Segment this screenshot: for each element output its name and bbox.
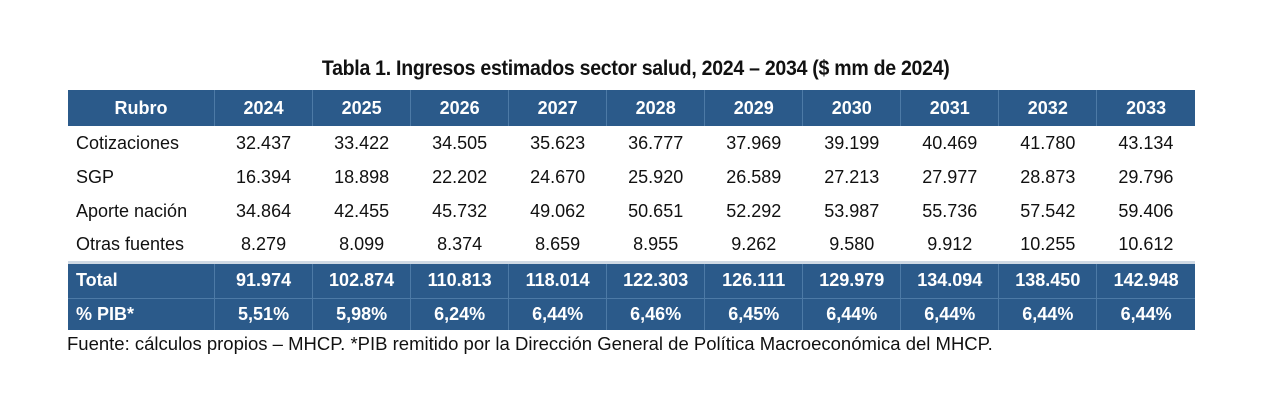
table-cell: 40.469 <box>922 132 978 153</box>
table-cell: 8.279 <box>241 233 287 254</box>
table-cell: 26.589 <box>726 166 782 187</box>
table-cell: 6,44% <box>802 297 901 330</box>
table-cell: 142.948 <box>1096 260 1195 298</box>
table-cell: 122.303 <box>606 260 705 298</box>
table-cell: 27.213 <box>824 166 880 187</box>
table-cell: 34.864 <box>236 200 292 221</box>
table-cell: 22.202 <box>432 166 488 187</box>
table-cell: 50.651 <box>628 200 684 221</box>
table-cell: 6,24% <box>410 297 509 330</box>
table-cell: 53.987 <box>824 200 880 221</box>
table-cell: 37.969 <box>726 132 782 153</box>
row-label: Cotizaciones <box>76 132 180 153</box>
income-table: Rubro 2024 2025 2026 2027 2028 2029 2030… <box>68 90 1195 330</box>
table-cell: 134.094 <box>900 260 999 298</box>
table-cell: 91.974 <box>214 260 313 298</box>
row-label: Otras fuentes <box>76 233 185 254</box>
column-header: 2033 <box>1096 90 1195 126</box>
table-cell: 43.134 <box>1118 132 1174 153</box>
table-cell: 49.062 <box>530 200 586 221</box>
table-cell: 118.014 <box>508 260 607 298</box>
table-cell: 52.292 <box>726 200 782 221</box>
table-cell: 24.670 <box>530 166 586 187</box>
table-cell: 28.873 <box>1020 166 1076 187</box>
table-cell: 5,51% <box>214 297 313 330</box>
table-cell: 18.898 <box>334 166 390 187</box>
table-cell: 126.111 <box>704 260 803 298</box>
table-cell: 6,44% <box>508 297 607 330</box>
column-header: 2024 <box>214 90 313 126</box>
table-cell: 39.199 <box>824 132 880 153</box>
table-cell: 9.262 <box>731 233 777 254</box>
table-cell: 55.736 <box>922 200 978 221</box>
table-cell: 27.977 <box>922 166 978 187</box>
table-cell: 9.580 <box>829 233 875 254</box>
column-header: 2026 <box>410 90 509 126</box>
table-cell: 34.505 <box>432 132 488 153</box>
table-cell: 16.394 <box>236 166 292 187</box>
total-row: Total 91.974 102.874 110.813 118.014 122… <box>68 260 1195 298</box>
row-label: Aporte nación <box>76 200 188 221</box>
table-title: Tabla 1. Ingresos estimados sector salud… <box>321 57 950 80</box>
table-row: Cotizaciones 32.437 33.422 34.505 35.623… <box>68 126 1195 160</box>
table-cell: 10.612 <box>1118 233 1174 254</box>
column-header: 2032 <box>998 90 1097 126</box>
header-row: Rubro 2024 2025 2026 2027 2028 2029 2030… <box>68 90 1195 126</box>
column-header: 2027 <box>508 90 607 126</box>
table-cell: 6,44% <box>900 297 999 330</box>
column-header: 2025 <box>312 90 411 126</box>
column-header: Rubro <box>114 97 168 118</box>
table-cell: 32.437 <box>236 132 292 153</box>
row-label: SGP <box>76 166 115 187</box>
table-cell: 9.912 <box>927 233 973 254</box>
table-row: Otras fuentes 8.279 8.099 8.374 8.659 8.… <box>68 228 1195 262</box>
table-cell: 45.732 <box>432 200 488 221</box>
table-cell: 5,98% <box>312 297 411 330</box>
column-header: 2028 <box>606 90 705 126</box>
table-cell: 42.455 <box>334 200 390 221</box>
table-cell: 6,46% <box>606 297 705 330</box>
table-cell: 35.623 <box>530 132 586 153</box>
table-cell: 29.796 <box>1118 166 1174 187</box>
source-note: Fuente: cálculos propios – MHCP. *PIB re… <box>67 333 993 354</box>
row-label: Total <box>68 260 215 298</box>
table-row: SGP 16.394 18.898 22.202 24.670 25.920 2… <box>68 160 1195 194</box>
column-header: 2031 <box>900 90 999 126</box>
table-cell: 8.955 <box>633 233 679 254</box>
table-cell: 110.813 <box>410 260 509 298</box>
column-header: 2030 <box>802 90 901 126</box>
row-label: % PIB* <box>68 297 215 330</box>
table-cell: 138.450 <box>998 260 1097 298</box>
table-cell: 8.374 <box>437 233 483 254</box>
table-cell: 59.406 <box>1118 200 1174 221</box>
table-cell: 33.422 <box>334 132 390 153</box>
table-cell: 36.777 <box>628 132 684 153</box>
table-cell: 57.542 <box>1020 200 1076 221</box>
table-cell: 6,44% <box>1096 297 1195 330</box>
table-cell: 129.979 <box>802 260 901 298</box>
table-cell: 41.780 <box>1020 132 1076 153</box>
table-cell: 6,45% <box>704 297 803 330</box>
pib-row: % PIB* 5,51% 5,98% 6,24% 6,44% 6,46% 6,4… <box>68 297 1195 330</box>
table-cell: 8.659 <box>535 233 581 254</box>
table-row: Aporte nación 34.864 42.455 45.732 49.06… <box>68 194 1195 228</box>
table-cell: 6,44% <box>998 297 1097 330</box>
table-cell: 8.099 <box>339 233 385 254</box>
table-cell: 25.920 <box>628 166 684 187</box>
column-header: 2029 <box>704 90 803 126</box>
table-cell: 10.255 <box>1020 233 1076 254</box>
table-cell: 102.874 <box>312 260 411 298</box>
